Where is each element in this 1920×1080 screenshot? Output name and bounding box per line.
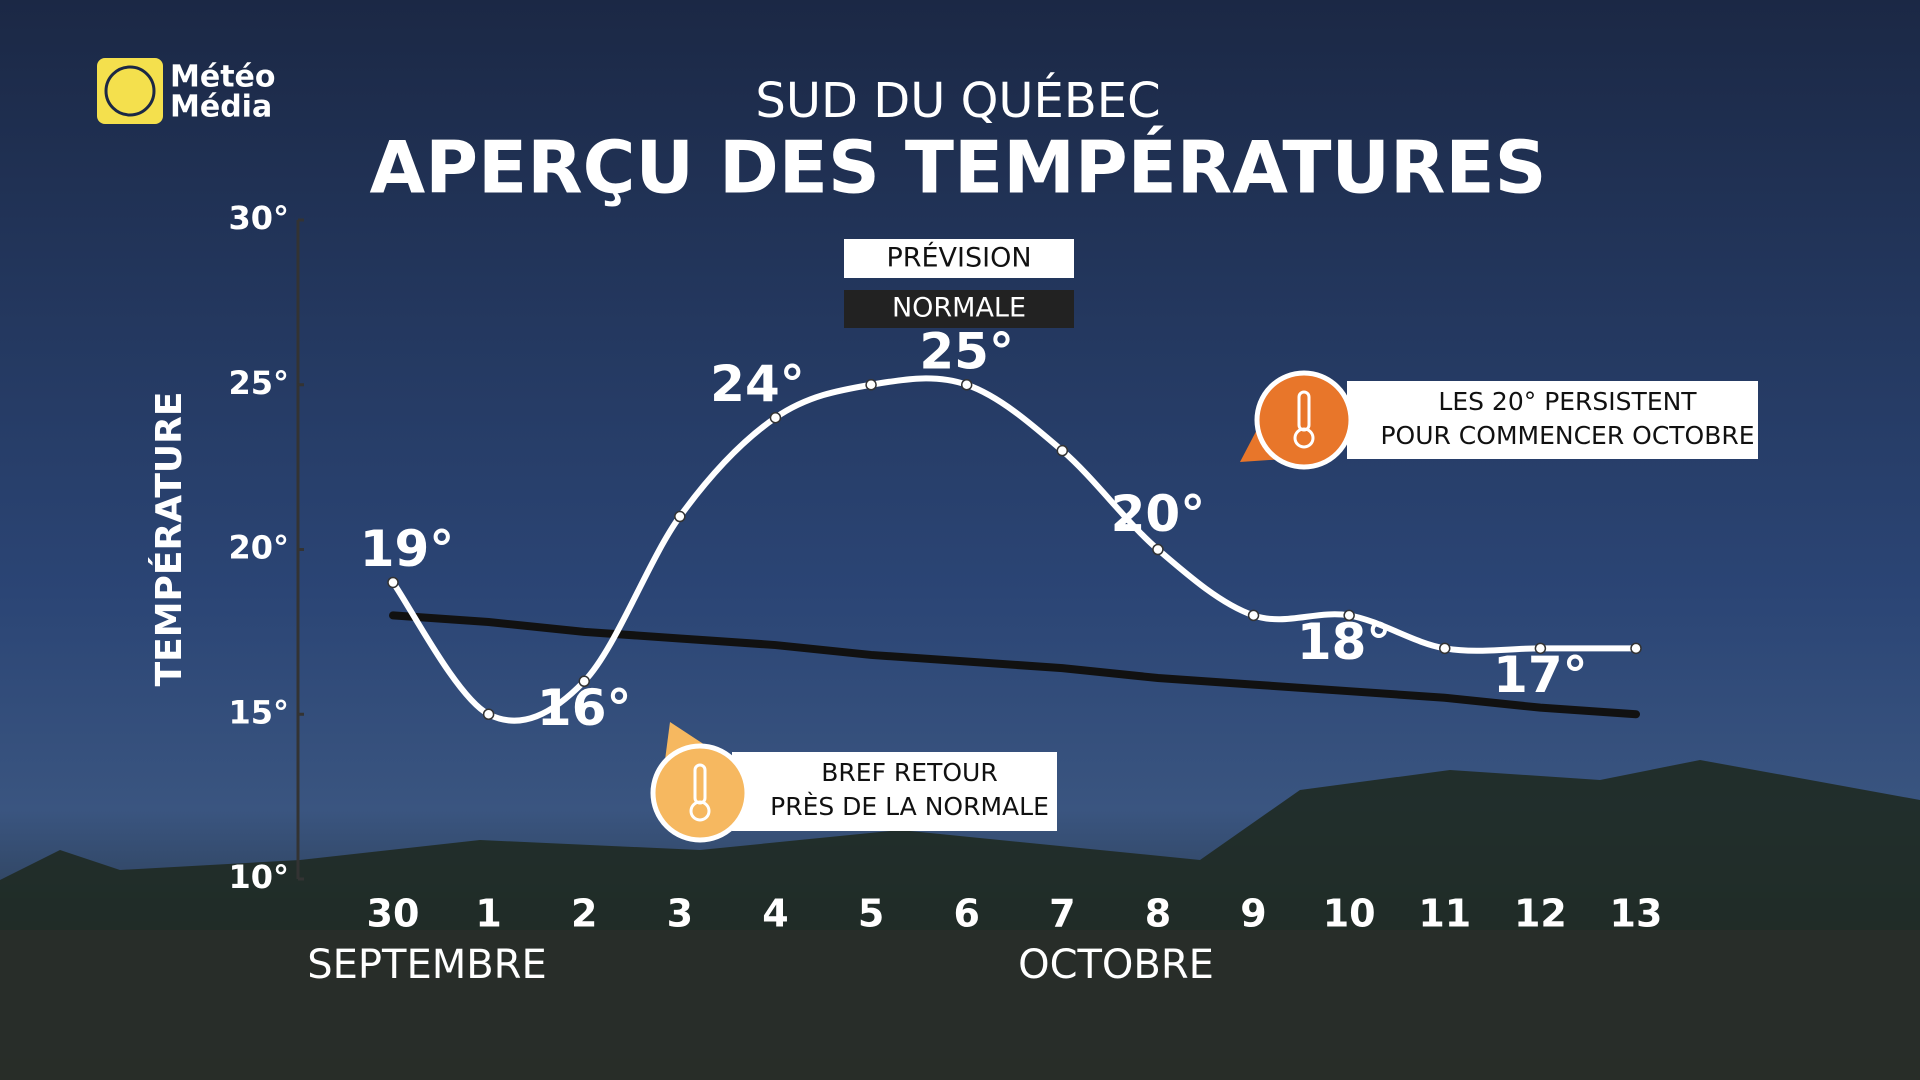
data-point [769, 411, 782, 424]
legend-label: NORMALE [892, 293, 1026, 324]
data-label: 18° [1297, 613, 1392, 671]
x-tick-label: 8 [1145, 892, 1171, 936]
data-point [1630, 642, 1642, 655]
legend-box [844, 239, 1074, 278]
data-point [578, 675, 590, 688]
data-label: 19° [360, 520, 455, 578]
legend-box [844, 290, 1074, 328]
annotation-text: PRÈS DE LA NORMALE [770, 792, 1049, 821]
y-tick-label: 30° [228, 199, 289, 237]
y-tick-label: 25° [228, 364, 289, 402]
x-tick-label: 1 [475, 892, 501, 936]
data-point [1247, 609, 1260, 622]
data-label: 25° [919, 322, 1014, 380]
thermometer-bulb [689, 800, 711, 822]
data-point [1152, 543, 1164, 556]
annotation-icon [650, 743, 750, 843]
x-tick-label: 5 [858, 892, 884, 936]
x-tick-label: 7 [1049, 892, 1075, 936]
annotation-box [1347, 381, 1758, 459]
data-point [1534, 642, 1547, 655]
x-tick-label: 13 [1610, 892, 1663, 936]
x-tick-label: 6 [953, 892, 979, 936]
chart-subtitle: SUD DU QUÉBEC [755, 72, 1160, 129]
x-tick-label: 4 [762, 892, 788, 936]
logo-globe [104, 65, 156, 117]
x-tick-label: 2 [571, 892, 597, 936]
thermometer-bulb [1293, 427, 1315, 449]
data-label: 16° [537, 679, 632, 737]
annotation-icon [1254, 370, 1354, 470]
y-tick-label: 20° [228, 529, 289, 567]
x-tick-label: 11 [1418, 892, 1471, 936]
month-label: OCTOBRE [1018, 942, 1214, 988]
data-point [1439, 642, 1451, 655]
y-tick-label: 15° [228, 693, 289, 731]
data-label: 24° [710, 355, 805, 413]
chart-title: APERÇU DES TEMPÉRATURES [370, 126, 1547, 210]
data-point [865, 379, 877, 391]
x-tick-label: 30 [367, 892, 420, 936]
series-line [389, 611, 1640, 719]
x-tick-label: 3 [667, 892, 693, 936]
annotation-text: BREF RETOUR [821, 758, 997, 787]
data-point [1056, 444, 1069, 457]
logo-text: Média [170, 90, 272, 125]
data-point [1343, 609, 1355, 622]
annotation-text: LES 20° PERSISTENT [1438, 387, 1697, 416]
month-label: SEPTEMBRE [307, 942, 547, 988]
legend-label: PRÉVISION [886, 242, 1031, 274]
data-point [387, 576, 399, 589]
city-foreground [0, 930, 1920, 1080]
data-label: 20° [1111, 485, 1206, 543]
y-tick-label: 10° [228, 858, 289, 896]
data-point [482, 708, 495, 720]
x-tick-label: 10 [1323, 892, 1376, 936]
annotation-box [732, 752, 1057, 831]
x-tick-label: 9 [1240, 892, 1266, 936]
data-point [674, 510, 686, 523]
data-point [960, 379, 973, 391]
logo-text: Météo [170, 60, 276, 95]
y-axis-label: TEMPÉRATURE [148, 392, 190, 687]
data-label: 17° [1493, 646, 1588, 704]
x-tick-label: 12 [1514, 892, 1567, 936]
annotation-text: POUR COMMENCER OCTOBRE [1380, 421, 1754, 450]
